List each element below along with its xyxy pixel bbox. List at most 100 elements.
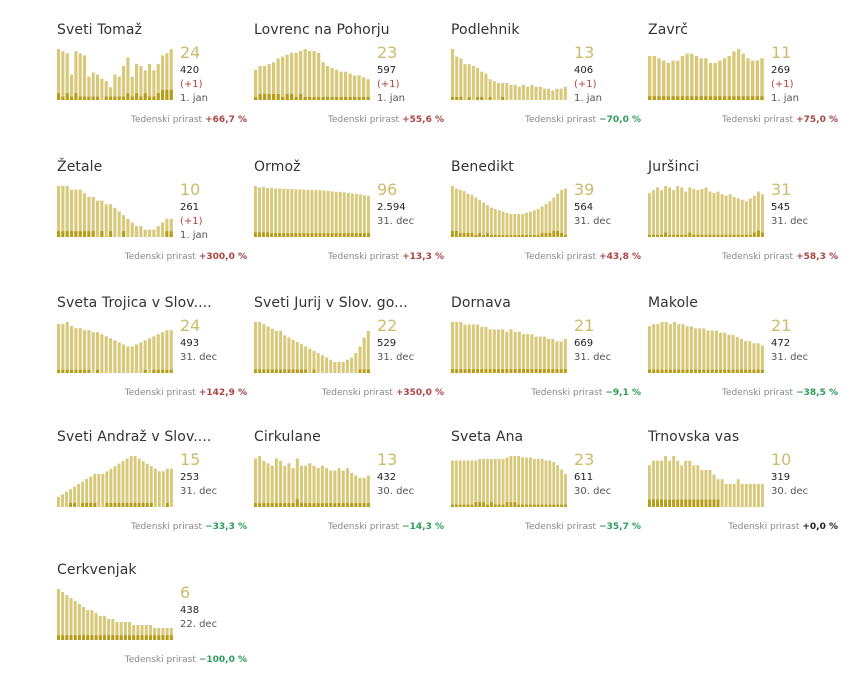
active-bar <box>478 459 482 507</box>
new-case-bar <box>755 96 760 100</box>
active-bar <box>666 62 671 100</box>
weekly-growth: Tedenski prirast +43,8 % <box>525 252 641 262</box>
weekly-growth: Tedenski prirast −33,3 % <box>131 522 247 532</box>
active-bar <box>540 459 544 507</box>
new-case-bar <box>716 234 720 237</box>
active-bar <box>736 479 740 507</box>
active-bar <box>69 489 72 507</box>
active-bar <box>668 460 672 507</box>
stats-block: 23 597 (+1) 1. jan <box>377 44 439 106</box>
weekly-growth-value: −14,3 % <box>402 522 444 532</box>
active-bar <box>87 76 91 100</box>
active-bar <box>267 64 271 100</box>
new-case-bar <box>98 635 102 640</box>
new-case-bar <box>262 503 266 507</box>
active-bar <box>366 475 370 507</box>
active-bar <box>752 195 756 237</box>
active-bar <box>559 88 563 100</box>
active-bar <box>283 465 287 507</box>
active-bar <box>719 332 723 373</box>
active-bar <box>350 193 354 237</box>
new-case-bar <box>74 93 78 100</box>
total-count: 545 <box>771 202 791 213</box>
new-case-bar <box>530 369 534 373</box>
active-bar <box>276 58 280 100</box>
new-case-bar <box>454 230 458 237</box>
active-bar <box>656 187 659 237</box>
active-bar <box>497 210 501 237</box>
new-case-bar <box>540 504 544 507</box>
weekly-growth-value: −33,3 % <box>205 522 247 532</box>
municipality-name: Podlehnik <box>451 22 520 38</box>
active-bar <box>325 357 329 373</box>
new-case-bar <box>145 502 149 507</box>
sparkline-chart <box>254 49 370 100</box>
active-bar <box>482 459 486 507</box>
new-case-bar <box>263 93 267 100</box>
active-bar <box>685 326 689 373</box>
municipality-name: Sveti Andraž v Slov.... <box>57 429 212 445</box>
active-bar <box>692 465 696 507</box>
active-bar <box>552 462 556 507</box>
new-case-bar <box>463 369 467 373</box>
weekly-growth-value: +58,3 % <box>796 252 838 262</box>
active-bar <box>308 50 312 100</box>
active-bar <box>480 71 484 100</box>
weekly-growth-label: Tedenski prirast <box>328 115 400 125</box>
active-bar <box>270 465 274 507</box>
municipality-name: Makole <box>648 295 698 311</box>
new-case-bar <box>656 369 660 373</box>
active-bar <box>501 211 505 237</box>
active-bar <box>509 456 513 507</box>
new-case-bar <box>744 369 748 373</box>
new-case-bar <box>276 93 280 100</box>
active-count: 6 <box>180 583 191 602</box>
new-case-bar <box>525 234 528 237</box>
municipality-card: Benedikt 39 564 31. dec Tedenski prirast +43,… <box>451 159 641 279</box>
active-bar <box>287 463 291 507</box>
new-case-bar <box>169 89 173 100</box>
new-case-bar <box>325 503 329 507</box>
active-bar <box>93 473 97 507</box>
sparkline-chart <box>648 322 764 373</box>
active-bar <box>509 214 513 237</box>
active-bar <box>279 460 283 507</box>
active-bar <box>354 353 358 373</box>
active-bar <box>113 466 117 507</box>
municipality-card: Cerkvenjak 6 438 22. dec Tedenski prirast −10… <box>57 562 247 682</box>
active-bar <box>716 191 720 237</box>
new-case-bar <box>312 369 316 373</box>
new-case-bar <box>559 369 563 373</box>
new-case-bar <box>302 233 306 237</box>
active-bar <box>65 491 68 507</box>
active-bar <box>126 346 130 373</box>
active-bar <box>136 625 140 640</box>
new-case-bar <box>490 502 493 507</box>
active-count: 22 <box>377 316 398 335</box>
municipality-name: Lovrenc na Pohorju <box>254 22 390 38</box>
new-case-bar <box>708 96 713 100</box>
new-case-bar <box>501 504 505 507</box>
new-case-bar <box>266 369 270 373</box>
municipality-name: Sveta Trojica v Slov.... <box>57 295 212 311</box>
new-case-bar <box>143 93 147 100</box>
new-case-bar <box>287 369 291 373</box>
new-case-bar <box>91 231 95 237</box>
active-bar <box>295 341 299 373</box>
weekly-growth: Tedenski prirast +55,6 % <box>328 115 444 125</box>
new-case-bar <box>714 369 718 373</box>
new-case-bar <box>501 96 505 100</box>
new-case-bar <box>486 504 489 507</box>
new-case-bar <box>536 504 540 507</box>
new-case-bar <box>109 96 113 100</box>
total-count: 261 <box>180 202 200 213</box>
active-bar <box>467 324 471 373</box>
active-bar <box>564 188 567 237</box>
active-bar <box>129 456 133 507</box>
total-count: 438 <box>180 605 200 616</box>
new-case-bar <box>129 502 133 507</box>
active-bar <box>350 357 354 373</box>
active-bar <box>704 469 708 507</box>
active-bar <box>712 474 716 507</box>
active-bar <box>258 322 262 373</box>
